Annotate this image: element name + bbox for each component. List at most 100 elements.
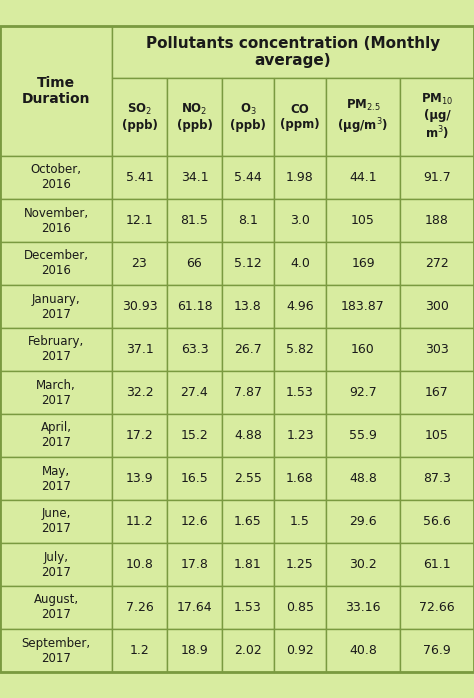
Text: 17.2: 17.2 bbox=[126, 429, 154, 442]
Text: 1.53: 1.53 bbox=[234, 601, 262, 614]
Text: 188: 188 bbox=[425, 214, 449, 227]
Bar bbox=[326, 371, 400, 414]
Text: 1.5: 1.5 bbox=[290, 515, 310, 528]
Bar bbox=[400, 543, 474, 586]
Bar bbox=[0, 242, 112, 285]
Text: 7.26: 7.26 bbox=[126, 601, 154, 614]
Text: 87.3: 87.3 bbox=[423, 472, 451, 485]
Bar bbox=[326, 500, 400, 543]
Text: August,
2017: August, 2017 bbox=[34, 593, 79, 621]
Text: 0.85: 0.85 bbox=[286, 601, 314, 614]
Text: February,
2017: February, 2017 bbox=[28, 336, 84, 364]
Text: 1.98: 1.98 bbox=[286, 171, 314, 184]
Bar bbox=[274, 586, 326, 629]
Bar bbox=[400, 586, 474, 629]
Bar bbox=[274, 156, 326, 199]
Text: 1.65: 1.65 bbox=[234, 515, 262, 528]
Text: Time
Duration: Time Duration bbox=[22, 76, 90, 106]
Text: NO$_2$
(ppb): NO$_2$ (ppb) bbox=[176, 102, 212, 132]
Text: April,
2017: April, 2017 bbox=[40, 422, 72, 450]
Bar bbox=[326, 586, 400, 629]
Bar bbox=[167, 156, 222, 199]
Bar bbox=[400, 242, 474, 285]
Bar bbox=[167, 629, 222, 672]
Text: 105: 105 bbox=[425, 429, 449, 442]
Bar bbox=[274, 500, 326, 543]
Bar bbox=[112, 156, 167, 199]
Bar bbox=[0, 586, 112, 629]
Bar bbox=[326, 414, 400, 457]
Bar bbox=[112, 26, 474, 78]
Text: 167: 167 bbox=[425, 386, 449, 399]
Text: 5.12: 5.12 bbox=[234, 257, 262, 270]
Text: May,
2017: May, 2017 bbox=[41, 464, 71, 493]
Bar bbox=[400, 371, 474, 414]
Bar bbox=[274, 371, 326, 414]
Bar bbox=[0, 371, 112, 414]
Text: 40.8: 40.8 bbox=[349, 644, 377, 657]
Text: Pollutants concentration (Monthly
average): Pollutants concentration (Monthly averag… bbox=[146, 36, 440, 68]
Text: PM$_{2.5}$
(μg/m$^3$): PM$_{2.5}$ (μg/m$^3$) bbox=[337, 98, 389, 135]
Bar bbox=[0, 629, 112, 672]
Bar bbox=[0, 156, 112, 199]
Text: 4.96: 4.96 bbox=[286, 300, 314, 313]
Bar bbox=[0, 26, 112, 156]
Text: 13.8: 13.8 bbox=[234, 300, 262, 313]
Text: 300: 300 bbox=[425, 300, 449, 313]
Bar bbox=[112, 328, 167, 371]
Text: PM$_{10}$
(μg/
m$^3$): PM$_{10}$ (μg/ m$^3$) bbox=[421, 91, 453, 142]
Text: 66: 66 bbox=[187, 257, 202, 270]
Text: 105: 105 bbox=[351, 214, 375, 227]
Text: 33.16: 33.16 bbox=[345, 601, 381, 614]
Text: 81.5: 81.5 bbox=[181, 214, 209, 227]
Text: 3.0: 3.0 bbox=[290, 214, 310, 227]
Text: SO$_2$
(ppb): SO$_2$ (ppb) bbox=[121, 102, 157, 132]
Text: 11.2: 11.2 bbox=[126, 515, 153, 528]
Bar bbox=[400, 285, 474, 328]
Bar bbox=[274, 328, 326, 371]
Bar bbox=[400, 199, 474, 242]
Text: March,
2017: March, 2017 bbox=[36, 378, 76, 406]
Text: O$_3$
(ppb): O$_3$ (ppb) bbox=[230, 102, 266, 132]
Bar bbox=[0, 285, 112, 328]
Bar bbox=[222, 156, 274, 199]
Bar bbox=[326, 78, 400, 156]
Text: 27.4: 27.4 bbox=[181, 386, 209, 399]
Text: 160: 160 bbox=[351, 343, 375, 356]
Bar bbox=[222, 543, 274, 586]
Text: 7.87: 7.87 bbox=[234, 386, 262, 399]
Text: 32.2: 32.2 bbox=[126, 386, 153, 399]
Text: 1.2: 1.2 bbox=[129, 644, 149, 657]
Text: 12.1: 12.1 bbox=[126, 214, 153, 227]
Bar bbox=[274, 414, 326, 457]
Bar bbox=[326, 457, 400, 500]
Text: 4.0: 4.0 bbox=[290, 257, 310, 270]
Bar bbox=[0, 500, 112, 543]
Text: 12.6: 12.6 bbox=[181, 515, 208, 528]
Text: 15.2: 15.2 bbox=[181, 429, 209, 442]
Bar bbox=[0, 414, 112, 457]
Text: December,
2016: December, 2016 bbox=[24, 249, 89, 278]
Bar bbox=[326, 629, 400, 672]
Text: 63.3: 63.3 bbox=[181, 343, 208, 356]
Bar bbox=[112, 629, 167, 672]
Bar bbox=[112, 457, 167, 500]
Text: 91.7: 91.7 bbox=[423, 171, 451, 184]
Bar bbox=[222, 199, 274, 242]
Bar bbox=[167, 199, 222, 242]
Bar bbox=[0, 457, 112, 500]
Bar bbox=[112, 199, 167, 242]
Text: 4.88: 4.88 bbox=[234, 429, 262, 442]
Bar bbox=[222, 457, 274, 500]
Text: January,
2017: January, 2017 bbox=[32, 292, 80, 320]
Bar bbox=[167, 78, 222, 156]
Bar bbox=[326, 199, 400, 242]
Bar bbox=[326, 543, 400, 586]
Bar bbox=[222, 586, 274, 629]
Bar bbox=[112, 371, 167, 414]
Text: 17.64: 17.64 bbox=[177, 601, 212, 614]
Bar bbox=[400, 78, 474, 156]
Text: 183.87: 183.87 bbox=[341, 300, 385, 313]
Bar bbox=[222, 629, 274, 672]
Bar bbox=[274, 242, 326, 285]
